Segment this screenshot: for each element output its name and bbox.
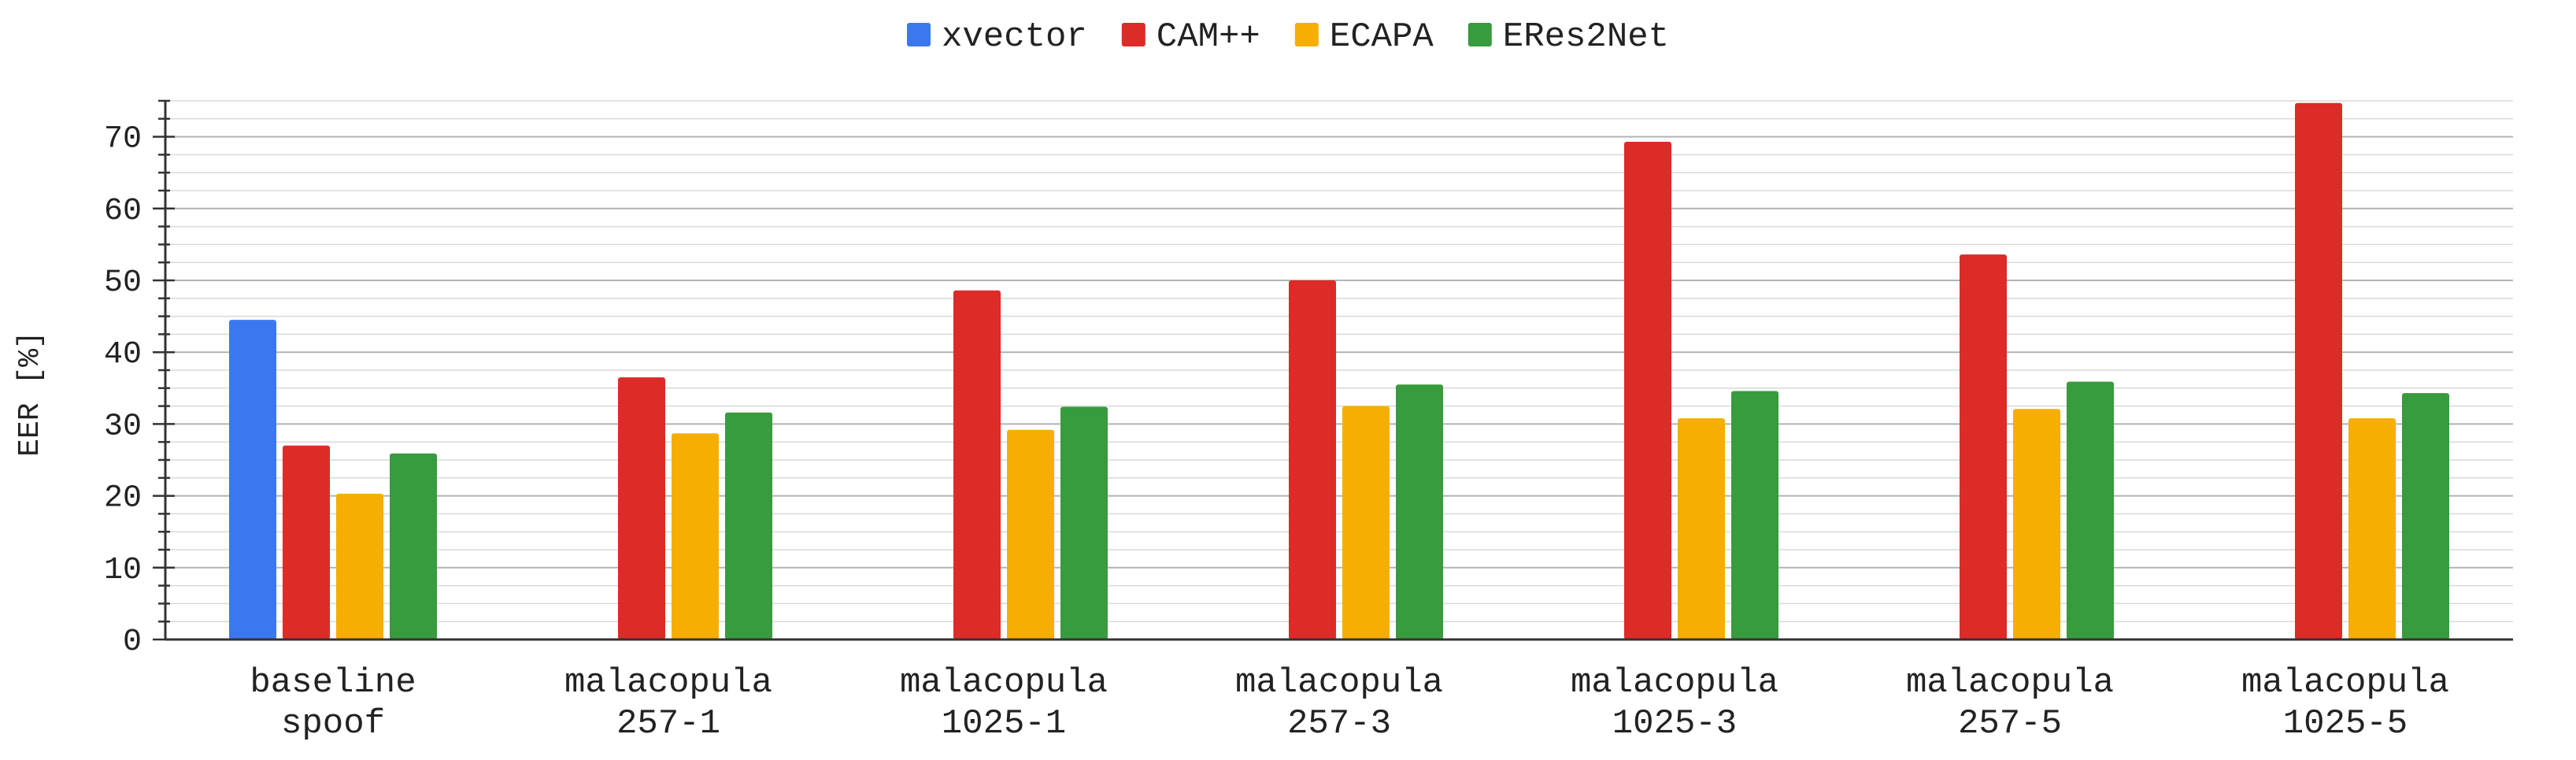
bar-cam--1 bbox=[618, 377, 665, 640]
x-tick-label: malacopula bbox=[1235, 663, 1443, 703]
x-tick-label: 1025-5 bbox=[2283, 704, 2408, 743]
x-tick-label: 257-5 bbox=[1958, 704, 2062, 743]
axes-layer: 010203040506070baselinespoofmalacopula25… bbox=[104, 99, 2513, 743]
bar-eres2net-6 bbox=[2402, 393, 2449, 640]
y-tick-label: 60 bbox=[104, 194, 142, 229]
legend-label: CAM++ bbox=[1157, 17, 1260, 57]
legend-swatch bbox=[1468, 23, 1492, 46]
bar-ecapa-5 bbox=[2013, 409, 2060, 640]
x-tick-label: malacopula bbox=[1571, 663, 1778, 703]
x-tick-label: 257-1 bbox=[616, 704, 720, 743]
bar-cam--0 bbox=[283, 445, 330, 640]
x-tick-label: malacopula bbox=[900, 663, 1108, 703]
y-axis-label: EER [%] bbox=[13, 331, 47, 457]
legend-swatch bbox=[1121, 23, 1146, 46]
y-tick-label: 0 bbox=[123, 625, 142, 660]
bar-ecapa-4 bbox=[1678, 418, 1725, 640]
legend-label: ECAPA bbox=[1330, 17, 1434, 57]
x-tick-label: 257-3 bbox=[1287, 704, 1391, 743]
bar-ecapa-3 bbox=[1342, 406, 1390, 640]
bar-cam--2 bbox=[953, 290, 1001, 640]
bar-cam--4 bbox=[1624, 141, 1671, 640]
x-tick-label: malacopula bbox=[2241, 663, 2449, 703]
x-tick-label: malacopula bbox=[1906, 663, 2114, 703]
legend: xvector CAM++ ECAPA ERes2Net bbox=[907, 17, 1669, 57]
bar-cam--3 bbox=[1289, 280, 1336, 640]
bar-eres2net-4 bbox=[1731, 391, 1778, 640]
legend-swatch bbox=[907, 23, 931, 46]
bar-cam--5 bbox=[1960, 254, 2007, 640]
bar-xvector-0 bbox=[229, 320, 276, 640]
x-tick-label: malacopula bbox=[564, 663, 772, 703]
x-tick-label: 1025-1 bbox=[942, 704, 1066, 743]
y-tick-label: 20 bbox=[104, 481, 142, 517]
y-tick-label: 70 bbox=[104, 122, 142, 158]
legend-swatch bbox=[1294, 23, 1319, 46]
bars-layer bbox=[229, 102, 2449, 640]
bar-cam--6 bbox=[2295, 102, 2342, 640]
y-tick-label: 40 bbox=[104, 337, 142, 373]
y-tick-label: 30 bbox=[104, 409, 142, 444]
x-tick-label: spoof bbox=[281, 704, 385, 743]
grid-layer bbox=[165, 100, 2513, 640]
bar-eres2net-5 bbox=[2067, 381, 2114, 640]
bar-ecapa-6 bbox=[2348, 418, 2396, 640]
bar-ecapa-0 bbox=[336, 493, 383, 640]
bar-eres2net-1 bbox=[725, 412, 772, 640]
bar-eres2net-3 bbox=[1396, 384, 1443, 640]
x-tick-label: 1025-3 bbox=[1612, 704, 1737, 743]
legend-label: xvector bbox=[942, 17, 1087, 57]
x-tick-label: baseline bbox=[250, 663, 416, 703]
bar-ecapa-2 bbox=[1007, 429, 1054, 640]
bar-eres2net-0 bbox=[390, 453, 437, 640]
legend-label: ERes2Net bbox=[1503, 17, 1669, 57]
bar-ecapa-1 bbox=[672, 433, 719, 640]
bar-eres2net-2 bbox=[1060, 406, 1108, 640]
y-tick-label: 10 bbox=[104, 553, 142, 588]
y-tick-label: 50 bbox=[104, 265, 142, 301]
